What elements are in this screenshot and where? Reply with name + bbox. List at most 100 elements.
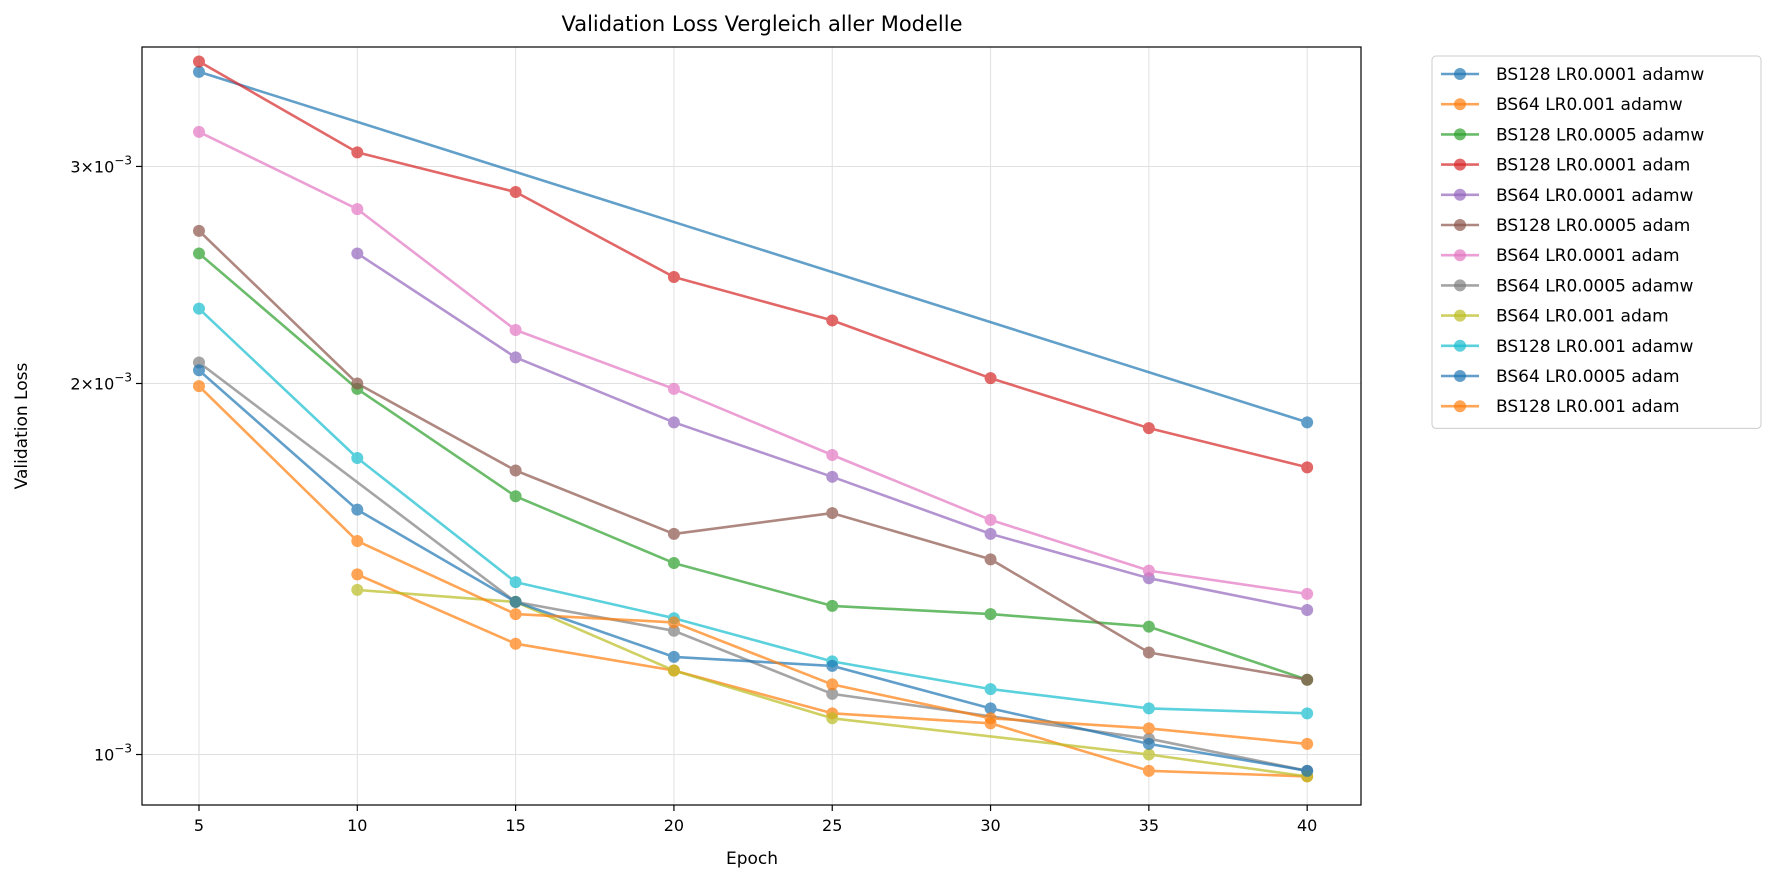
legend-label: BS128 LR0.0005 adamw: [1496, 125, 1704, 145]
data-point: [1142, 748, 1155, 761]
data-point: [351, 203, 364, 216]
data-point: [1301, 737, 1314, 750]
legend-item: BS128 LR0.0005 adam: [1441, 216, 1690, 236]
data-point: [192, 302, 205, 315]
legend-label: BS64 LR0.001 adamw: [1496, 95, 1683, 115]
data-point: [351, 583, 364, 596]
x-tick-label: 20: [664, 816, 684, 835]
y-tick-label: 2×10−3: [70, 370, 132, 393]
series-3: [192, 247, 1314, 686]
data-point: [984, 527, 997, 540]
series-line: [198, 307, 1308, 715]
data-point: [509, 186, 522, 199]
y-tick-label: 10−3: [94, 742, 132, 765]
legend-label: BS128 LR0.0001 adamw: [1496, 65, 1704, 85]
series-line: [357, 588, 1308, 778]
legend-label: BS64 LR0.0005 adamw: [1496, 276, 1694, 296]
y-axis: 10−3 2×10−3 3×10−3: [70, 153, 142, 765]
legend-label: BS64 LR0.001 adam: [1496, 307, 1669, 327]
data-point: [1142, 722, 1155, 735]
plot-frame: [141, 46, 1362, 806]
data-point: [984, 372, 997, 385]
data-point: [984, 553, 997, 566]
legend-item: BS128 LR0.001 adam: [1441, 397, 1680, 417]
data-point: [509, 576, 522, 589]
legend-label: BS64 LR0.0005 adam: [1496, 367, 1680, 387]
data-point: [667, 616, 680, 629]
data-point: [351, 503, 364, 516]
data-point: [1301, 461, 1314, 474]
data-point: [667, 382, 680, 395]
series-line: [198, 361, 1308, 773]
legend-label: BS128 LR0.001 adamw: [1496, 337, 1694, 357]
legend-box: [1431, 55, 1762, 429]
series-1: [192, 65, 1314, 429]
data-point: [826, 599, 839, 612]
data-point: [667, 271, 680, 284]
data-point: [1142, 422, 1155, 435]
data-point: [826, 678, 839, 691]
data-point: [1142, 764, 1155, 777]
x-tick-label: 40: [1297, 816, 1317, 835]
legend-label: BS128 LR0.0005 adam: [1496, 216, 1690, 236]
data-point: [667, 664, 680, 677]
series-12: [192, 380, 1314, 750]
data-point: [1142, 564, 1155, 577]
data-point: [192, 247, 205, 260]
series-5: [351, 247, 1314, 616]
data-point: [192, 65, 205, 78]
series-line: [198, 70, 1308, 424]
legend-marker: [1454, 339, 1466, 352]
legend-item: BS64 LR0.001 adam: [1441, 307, 1669, 327]
legend-item: BS64 LR0.001 adamw: [1441, 95, 1683, 115]
data-point: [667, 527, 680, 540]
data-point: [192, 125, 205, 138]
data-point: [1301, 673, 1314, 686]
legend-item: BS128 LR0.001 adamw: [1441, 337, 1694, 357]
x-tick-label: 10: [347, 816, 367, 835]
data-point: [509, 608, 522, 621]
y-axis-label: Validation Loss: [12, 363, 32, 490]
legend-marker: [1454, 188, 1466, 201]
data-point: [826, 314, 839, 327]
data-point: [1142, 702, 1155, 715]
data-point: [1301, 707, 1314, 720]
legend-item: BS128 LR0.0001 adamw: [1441, 65, 1704, 85]
x-tick-label: 25: [822, 816, 842, 835]
series-line: [198, 369, 1308, 773]
data-point: [984, 608, 997, 621]
y-tick-label: 3×10−3: [70, 153, 132, 176]
data-point: [826, 448, 839, 461]
data-point: [1301, 603, 1314, 616]
data-point: [509, 464, 522, 477]
data-point: [667, 624, 680, 637]
series-layer: [192, 55, 1314, 783]
data-point: [509, 637, 522, 650]
legend-label: BS128 LR0.0001 adam: [1496, 156, 1690, 176]
data-point: [826, 687, 839, 700]
data-point: [1301, 764, 1314, 777]
data-point: [351, 535, 364, 548]
data-point: [351, 568, 364, 581]
data-point: [984, 702, 997, 715]
legend-marker: [1454, 370, 1466, 382]
legend-marker: [1454, 309, 1466, 322]
legend-item: BS128 LR0.0001 adam: [1441, 156, 1690, 176]
legend-marker: [1454, 279, 1466, 292]
data-point: [826, 470, 839, 483]
data-point: [984, 683, 997, 696]
x-tick-label: 15: [505, 816, 525, 835]
legend-label: BS128 LR0.001 adam: [1496, 397, 1680, 417]
data-point: [192, 380, 205, 393]
data-point: [826, 659, 839, 672]
series-4: [192, 55, 1314, 474]
data-point: [826, 712, 839, 725]
data-point: [1142, 737, 1155, 750]
data-point: [667, 650, 680, 663]
data-point: [509, 595, 522, 608]
data-point: [1301, 416, 1314, 429]
legend-item: BS64 LR0.0005 adamw: [1441, 276, 1694, 296]
series-line: [198, 229, 1308, 681]
data-point: [667, 416, 680, 429]
